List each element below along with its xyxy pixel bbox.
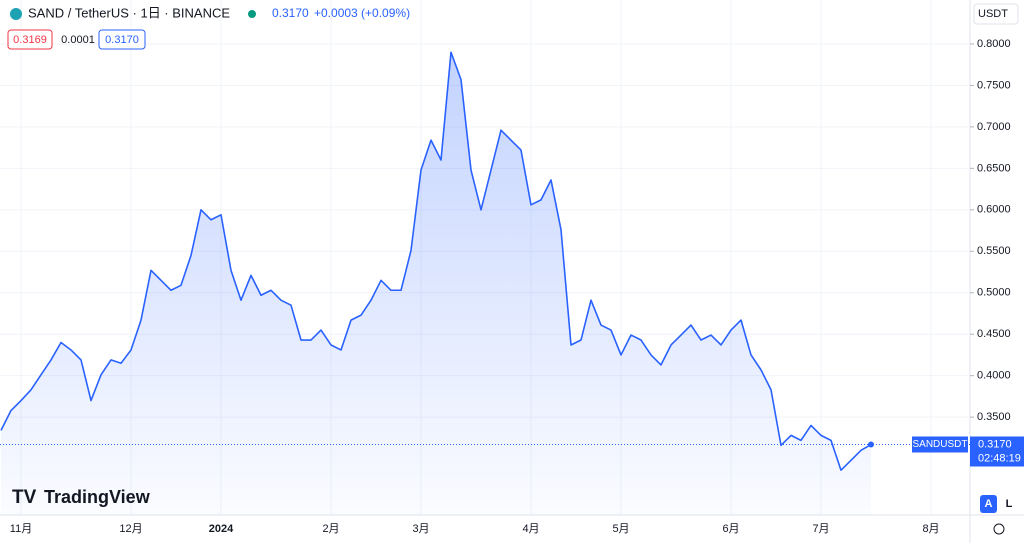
branding[interactable]: TradingView xyxy=(44,487,151,507)
currency-button[interactable] xyxy=(973,3,1019,25)
y-tick-label: 0.6000 xyxy=(977,204,1011,216)
x-tick-label: 5月 xyxy=(612,523,629,535)
line xyxy=(0,51,872,472)
symbol-icon xyxy=(10,8,22,20)
auto-label: A xyxy=(985,498,993,510)
y-tick-label: 0.7500 xyxy=(977,79,1011,91)
bid: 0.3169 xyxy=(13,34,47,46)
settings-icon[interactable] xyxy=(993,523,1005,535)
spread: 0.0001 xyxy=(61,34,95,46)
area xyxy=(1,52,871,516)
ask: 0.3170 xyxy=(105,34,139,46)
x-tick-label: 3月 xyxy=(412,523,429,535)
price: 0.3170 xyxy=(272,6,309,20)
x-tick-label: 2月 xyxy=(322,523,339,535)
x-tick-label: 12月 xyxy=(119,523,142,535)
logo-mark: TV xyxy=(12,487,37,508)
price-tag xyxy=(970,436,1024,467)
change: +0.0003 (+0.09%) xyxy=(314,6,410,20)
currency: USDT xyxy=(978,8,1008,20)
y-tick-label: 0.3500 xyxy=(977,411,1011,423)
y-tick-label: 0.7000 xyxy=(977,121,1011,133)
bid-box[interactable] xyxy=(7,29,53,50)
y-tick-label: 0.6500 xyxy=(977,162,1011,174)
x-tick-label: 7月 xyxy=(812,523,829,535)
y-tick-label: 0.8000 xyxy=(977,38,1011,50)
y-tick-label: 0.5500 xyxy=(977,245,1011,257)
x-tick-label: 6月 xyxy=(722,523,739,535)
series-tag xyxy=(912,436,968,453)
auto-button[interactable] xyxy=(980,495,997,513)
countdown: 02:48:19 xyxy=(978,452,1021,464)
market-status xyxy=(248,10,256,18)
x-tick-label: 11月 xyxy=(10,523,32,535)
x-tick-label: 2024 xyxy=(209,523,234,535)
x-tick-label: 8月 xyxy=(922,523,939,535)
symbol[interactable]: SAND / TetherUS · 1日 · BINANCE xyxy=(28,5,230,20)
y-tick-label: 0.5000 xyxy=(977,287,1011,299)
ask-box[interactable] xyxy=(98,29,146,50)
price-tag-label: 0.3170 xyxy=(978,438,1012,450)
y-tick-label: 0.4500 xyxy=(977,328,1011,340)
x-tick-label: 4月 xyxy=(522,523,539,535)
log-label[interactable]: L xyxy=(1006,498,1013,510)
series-tag-label: SANDUSDT xyxy=(912,439,967,450)
y-tick-label: 0.4000 xyxy=(977,370,1011,382)
